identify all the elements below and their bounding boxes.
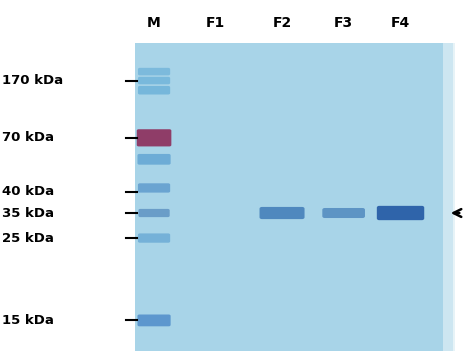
FancyBboxPatch shape <box>138 183 170 193</box>
Text: 40 kDa: 40 kDa <box>2 185 55 198</box>
FancyBboxPatch shape <box>137 315 171 326</box>
Text: 15 kDa: 15 kDa <box>2 314 54 327</box>
Text: 35 kDa: 35 kDa <box>2 207 55 219</box>
Text: F2: F2 <box>273 16 292 30</box>
FancyBboxPatch shape <box>138 86 170 95</box>
FancyBboxPatch shape <box>137 129 172 146</box>
Text: F4: F4 <box>391 16 410 30</box>
Bar <box>135 43 453 351</box>
FancyBboxPatch shape <box>322 208 365 218</box>
FancyBboxPatch shape <box>377 206 424 220</box>
FancyBboxPatch shape <box>138 68 170 75</box>
Text: M: M <box>147 16 161 30</box>
FancyBboxPatch shape <box>138 209 170 217</box>
FancyBboxPatch shape <box>138 77 170 84</box>
Text: F1: F1 <box>206 16 225 30</box>
FancyBboxPatch shape <box>138 233 170 243</box>
FancyBboxPatch shape <box>259 207 304 219</box>
Text: 25 kDa: 25 kDa <box>2 232 54 245</box>
FancyBboxPatch shape <box>137 154 171 165</box>
Text: F3: F3 <box>334 16 353 30</box>
Bar <box>443 43 455 351</box>
Text: 70 kDa: 70 kDa <box>2 131 55 144</box>
Text: 170 kDa: 170 kDa <box>2 74 64 87</box>
